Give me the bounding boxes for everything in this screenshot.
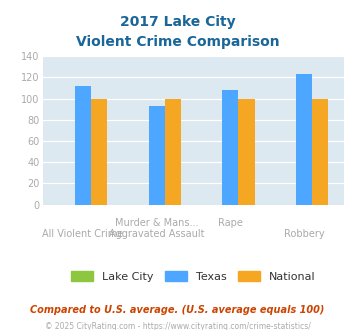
Bar bbox=[165, 99, 181, 205]
Text: © 2025 CityRating.com - https://www.cityrating.com/crime-statistics/: © 2025 CityRating.com - https://www.city… bbox=[45, 322, 310, 330]
Bar bbox=[238, 99, 255, 205]
Text: Aggravated Assault: Aggravated Assault bbox=[109, 229, 204, 239]
Text: Compared to U.S. average. (U.S. average equals 100): Compared to U.S. average. (U.S. average … bbox=[30, 305, 325, 315]
Bar bbox=[91, 99, 107, 205]
Text: Rape: Rape bbox=[218, 218, 243, 228]
Legend: Lake City, Texas, National: Lake City, Texas, National bbox=[67, 267, 320, 286]
Bar bbox=[149, 106, 165, 205]
Bar bbox=[296, 74, 312, 205]
Bar bbox=[312, 99, 328, 205]
Text: Violent Crime Comparison: Violent Crime Comparison bbox=[76, 35, 279, 49]
Text: All Violent Crime: All Violent Crime bbox=[43, 229, 124, 239]
Text: 2017 Lake City: 2017 Lake City bbox=[120, 15, 235, 29]
Text: Murder & Mans...: Murder & Mans... bbox=[115, 218, 198, 228]
Bar bbox=[222, 90, 238, 205]
Text: Robbery: Robbery bbox=[284, 229, 324, 239]
Bar bbox=[75, 86, 91, 205]
